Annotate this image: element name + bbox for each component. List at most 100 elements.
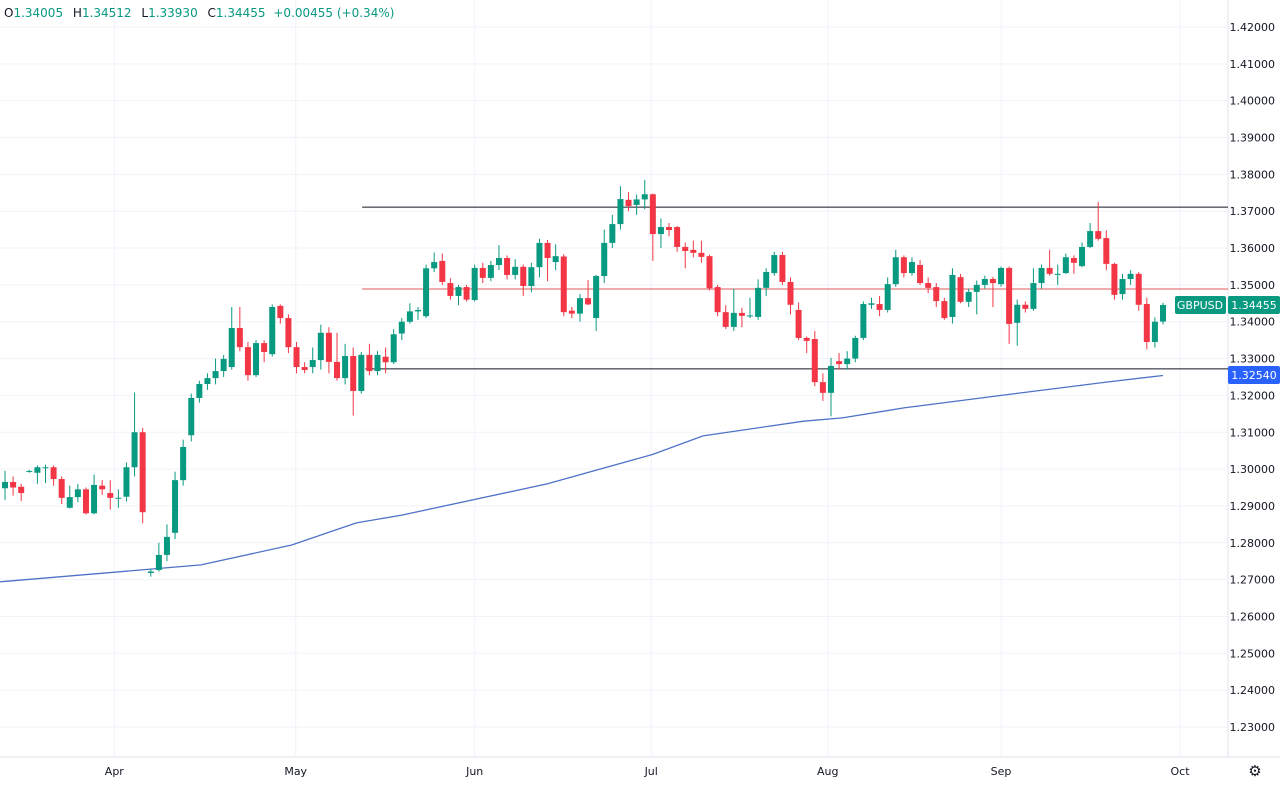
candle-up [868, 297, 875, 309]
candle-down [544, 239, 551, 282]
candle-body [941, 301, 948, 319]
time-axis[interactable]: Apr May Jun Jul Aug Sep Oct [105, 765, 1190, 778]
candle-body [876, 304, 883, 310]
candle-down [261, 340, 268, 363]
candle-up [147, 568, 154, 577]
candle-down [447, 278, 454, 300]
candle-body [1038, 267, 1045, 284]
time-tick-label: Jun [465, 765, 483, 778]
candle-up [228, 306, 235, 370]
candle-up [552, 244, 559, 271]
candle-body [528, 267, 535, 286]
candle-down [334, 332, 341, 381]
candle-up [1160, 302, 1166, 325]
candle-up [414, 306, 421, 320]
candle-body [1030, 283, 1037, 309]
price-tick-label: 1.29000 [1230, 500, 1276, 513]
candle-body [738, 312, 745, 316]
candle-body [747, 315, 754, 317]
horizontal-levels[interactable] [362, 206, 1228, 370]
candle-body [868, 303, 875, 305]
price-tick-label: 1.39000 [1230, 132, 1276, 145]
price-tick-label: 1.32000 [1230, 389, 1276, 402]
candle-up [220, 354, 227, 377]
candle-body [447, 283, 454, 296]
candle-body [66, 497, 73, 508]
price-tick-label: 1.28000 [1230, 537, 1276, 550]
candle-up [1127, 270, 1134, 285]
low-value: 1.33930 [148, 6, 198, 20]
candle-up [212, 358, 219, 385]
symbol-label: GBPUSD [1177, 299, 1223, 312]
candle-body [892, 257, 899, 285]
gear-icon[interactable]: ⚙ [1248, 762, 1262, 780]
candle-up [617, 186, 624, 230]
candle-body [382, 356, 389, 363]
candle-up [26, 469, 33, 473]
close-label: C [207, 6, 216, 20]
candle-down [674, 225, 681, 252]
candle-down [350, 347, 357, 416]
candle-down [463, 284, 470, 302]
candle-body [674, 227, 681, 247]
candle-down [479, 262, 486, 284]
candle-body [601, 242, 608, 277]
candle-body [196, 383, 203, 398]
candle-body [455, 287, 462, 296]
price-tick-label: 1.27000 [1230, 574, 1276, 587]
candle-body [755, 287, 762, 317]
candle-body [576, 298, 583, 314]
candle-up [763, 268, 770, 296]
candle-up [852, 335, 859, 363]
candle-down [1103, 230, 1110, 271]
candle-body [180, 446, 187, 481]
candle-body [277, 305, 284, 319]
candle-body [998, 267, 1005, 285]
price-labels: GBPUSD 1.34455 1.32540 [1175, 296, 1280, 384]
candle-down [10, 476, 17, 496]
candle-body [787, 281, 794, 305]
candle-body [495, 257, 502, 265]
candle-up [1079, 242, 1086, 268]
ma-price-label: 1.32540 [1231, 369, 1277, 382]
candle-body [512, 266, 519, 275]
candle-body [18, 486, 25, 494]
candle-up [172, 471, 179, 540]
candle-down [649, 193, 656, 261]
candle-up [1030, 268, 1037, 311]
candle-up [593, 274, 600, 331]
candle-body [423, 268, 430, 317]
candle-down [957, 273, 964, 304]
price-axis[interactable]: 1.42000 1.41000 1.40000 1.39000 1.38000 1.370… [1230, 21, 1276, 734]
candle-up [115, 489, 122, 508]
candle-up [908, 257, 915, 276]
candle-down [803, 336, 810, 354]
candle-body [58, 479, 65, 498]
candle-up [512, 259, 519, 280]
candle-body [1143, 304, 1150, 342]
candle-down [58, 476, 65, 505]
price-tick-label: 1.40000 [1230, 95, 1276, 108]
candle-body [1095, 231, 1102, 239]
candle-body [560, 256, 567, 313]
candle-body [301, 367, 308, 370]
candle-down [1135, 271, 1142, 311]
candle-up [973, 280, 980, 315]
ma-price-label-bg [1228, 366, 1280, 384]
candle-up [1062, 253, 1069, 274]
price-tick-label: 1.33000 [1230, 353, 1276, 366]
candle-body [2, 481, 8, 489]
candle-body [1070, 257, 1077, 263]
candle-body [925, 283, 932, 288]
candle-up [641, 179, 648, 210]
candle-body [172, 480, 179, 533]
candle-up [131, 392, 138, 477]
candle-body [973, 284, 980, 292]
ohlc-legend: O1.34005 H1.34512 L1.33930 C1.34455 +0.0… [4, 6, 394, 20]
price-tick-label: 1.35000 [1230, 279, 1276, 292]
candle-body [147, 571, 154, 573]
candle-body [350, 355, 357, 391]
candle-body [811, 339, 818, 383]
candle-body [852, 337, 859, 359]
